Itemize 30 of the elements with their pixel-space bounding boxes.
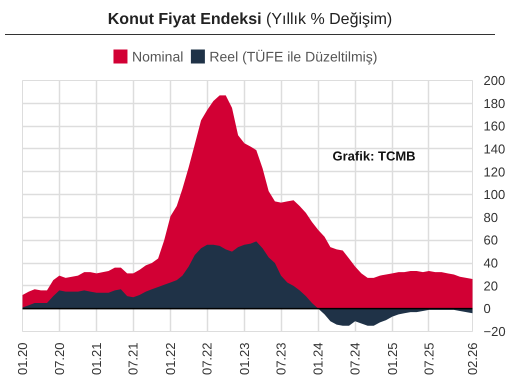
y-tick-label: 60 [484,232,498,248]
chart-title: Konut Fiyat Endeksi [108,11,262,28]
y-tick-label: 160 [484,118,506,134]
x-tick-label: 01.24 [310,342,326,376]
x-tick-label: 07.24 [348,342,363,376]
x-tick-label: 07.23 [274,342,288,376]
y-tick-label: 200 [484,73,506,88]
y-tick-label: −20 [484,324,506,339]
y-tick-label: 180 [484,96,506,111]
x-tick-label: 01.20 [15,342,30,376]
annotation: Grafik: TCMB [332,148,416,164]
x-tick-label: 01.22 [162,342,178,376]
x-tick-label: 01.23 [236,342,252,376]
y-tick-label: 80 [484,210,498,225]
y-tick-label: 120 [484,164,506,180]
x-tick-label: 01.21 [89,342,104,376]
x-tick-label: 02.26 [465,342,480,376]
x-tick-label: 07.21 [126,342,141,376]
x-tick-label: 07.25 [421,342,436,376]
x-tick-label: 07.20 [52,342,67,376]
y-tick-label: 40 [484,256,498,271]
x-tick-label: 07.22 [200,342,215,376]
y-tick-label: 20 [484,278,498,294]
x-tick-label: 01.25 [384,342,400,376]
chart-subtitle: (Yıllık % Değişim) [266,11,392,28]
y-tick-label: 100 [484,187,506,202]
y-tick-label: 0 [484,301,491,316]
y-tick-label: 140 [484,141,506,156]
legend-label: Nominal [132,48,184,64]
legend-label: Reel (TÜFE ile Düzeltilmiş) [209,48,378,64]
